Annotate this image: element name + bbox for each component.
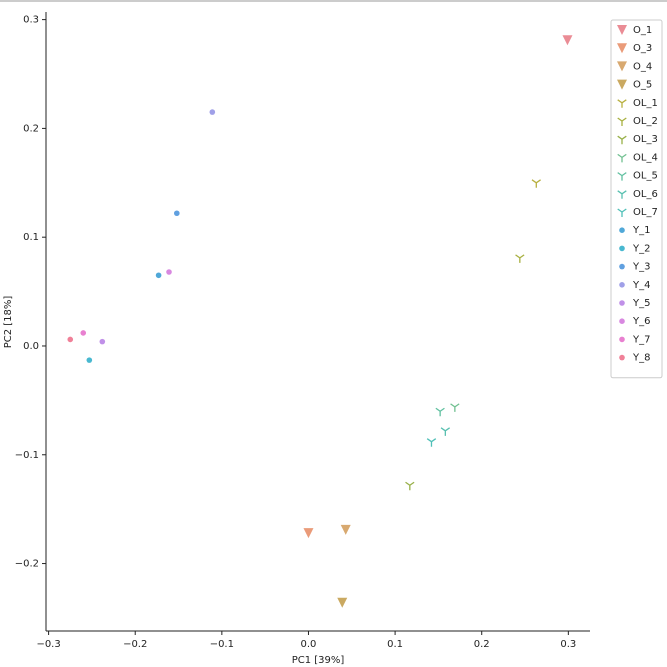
x-tick-label: 0.0	[301, 639, 317, 650]
point	[515, 254, 525, 263]
legend-marker	[617, 61, 627, 72]
point	[166, 269, 172, 275]
point	[303, 528, 314, 539]
legend-label: Y_6	[632, 316, 650, 327]
legend-label: Y_3	[632, 262, 650, 273]
legend-label: OL_7	[633, 207, 658, 218]
legend-box	[610, 19, 663, 379]
point	[80, 330, 87, 336]
point	[174, 210, 180, 217]
point	[440, 427, 451, 436]
point	[562, 35, 573, 46]
legend-marker	[617, 117, 627, 126]
point	[86, 357, 93, 363]
legend-label: OL_3	[633, 134, 658, 145]
point	[340, 524, 351, 535]
y-tick-label: −0.2	[15, 559, 39, 570]
y-axis-label: PC2 [18%]	[3, 296, 14, 349]
legend-marker	[617, 190, 627, 199]
point	[405, 481, 415, 491]
legend-label: Y_8	[632, 353, 650, 364]
legend-marker	[619, 282, 625, 288]
legend-label: O_5	[633, 80, 652, 91]
legend-marker	[619, 318, 625, 325]
x-tick-label: −0.1	[210, 639, 234, 650]
x-tick-label: 0.2	[474, 639, 490, 650]
legend-marker	[619, 245, 625, 252]
legend-marker	[619, 300, 625, 306]
legend-marker	[617, 135, 627, 145]
point	[435, 407, 445, 417]
legend-marker	[617, 172, 627, 181]
legend-label: OL_6	[633, 189, 658, 200]
point	[426, 438, 437, 447]
point	[337, 597, 348, 608]
y-tick-label: 0.2	[23, 123, 39, 134]
legend-marker	[619, 263, 625, 270]
legend-marker	[617, 43, 627, 54]
legend-marker	[617, 208, 627, 217]
legend-label: OL_1	[633, 98, 658, 109]
x-tick-label: 0.1	[387, 639, 403, 650]
legend-marker	[617, 99, 627, 108]
legend-label: OL_4	[633, 152, 658, 163]
point	[155, 272, 162, 279]
x-axis-label: PC1 [39%]	[292, 655, 345, 666]
y-tick-label: 0.1	[23, 232, 39, 243]
legend-marker	[619, 227, 625, 233]
y-tick-label: 0.0	[23, 341, 39, 352]
legend-marker	[617, 25, 627, 35]
legend-label: OL_5	[633, 171, 658, 182]
legend-label: Y_7	[632, 334, 650, 345]
point	[450, 403, 460, 412]
legend-marker	[617, 153, 627, 163]
legend-label: O_4	[633, 61, 652, 72]
point	[531, 179, 541, 188]
x-tick-label: −0.2	[123, 639, 147, 650]
legend-label: Y_5	[632, 298, 650, 309]
legend-label: OL_2	[633, 116, 658, 127]
legend-label: Y_1	[632, 225, 650, 236]
legend-marker	[619, 336, 625, 343]
y-tick-label: 0.3	[23, 15, 39, 26]
point	[99, 338, 106, 345]
x-tick-label: −0.3	[36, 639, 60, 650]
point	[67, 336, 74, 343]
y-tick-label: −0.1	[15, 450, 39, 461]
legend-label: Y_4	[632, 280, 650, 291]
legend-label: O_1	[633, 25, 652, 36]
point	[209, 109, 216, 115]
legend-marker	[619, 354, 625, 361]
x-tick-label: 0.3	[560, 639, 576, 650]
legend-label: Y_2	[632, 243, 650, 254]
legend-marker	[617, 79, 627, 90]
top-border	[0, 0, 667, 2]
legend-label: O_3	[633, 43, 652, 54]
